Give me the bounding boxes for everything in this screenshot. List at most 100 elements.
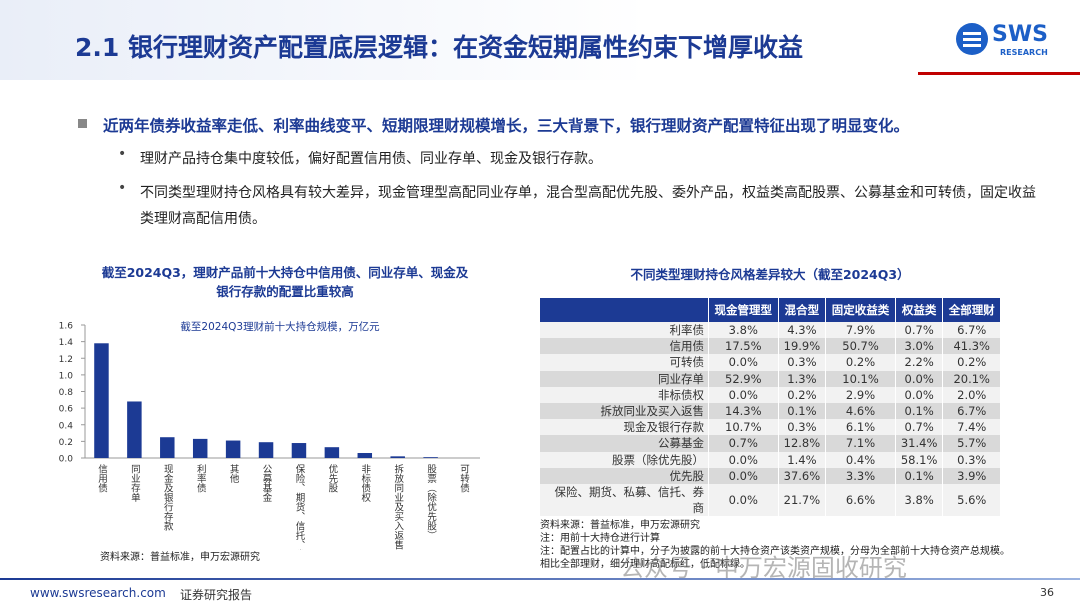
bar bbox=[127, 401, 142, 458]
chart-title: 截至2024Q3，理财产品前十大持仓中信用债、同业存单、现金及银行存款的配置比重… bbox=[101, 265, 469, 299]
note: 资料来源：普益标准，申万宏源研究 bbox=[540, 520, 700, 531]
header-row: 现金管理型 混合型 固定收益类 权益类 全部理财 bbox=[540, 298, 1000, 322]
value-cell: 0.0% bbox=[708, 467, 779, 484]
bullet-dot: • bbox=[118, 146, 127, 162]
value-cell: 0.1% bbox=[894, 402, 943, 420]
x-tick-label: 公募基金 bbox=[261, 464, 273, 502]
table-notes: 资料来源：普益标准，申万宏源研究 注：用前十大持仓进行计算 注：配置占比的计算中… bbox=[540, 519, 1010, 571]
bullet-dot: • bbox=[118, 180, 127, 196]
y-tick-label: 1.4 bbox=[59, 338, 74, 348]
bar bbox=[192, 438, 208, 458]
y-tick-label: 1.2 bbox=[59, 355, 73, 365]
value-cell: 0.7% bbox=[894, 419, 943, 436]
row-label: 优先股 bbox=[540, 467, 709, 484]
bar bbox=[324, 447, 340, 458]
bar bbox=[423, 457, 438, 458]
table-row: 优先股 0.0% 37.6% 3.3% 0.1% 3.9% bbox=[540, 467, 1000, 484]
table-row: 可转债 0.0% 0.3% 0.2% 2.2% 0.2% bbox=[540, 354, 1000, 371]
bar-chart: 截至2024Q3理财前十大持仓规模，万亿元 0.0 0.2 0.4 0.6 0.8 1.0 1… bbox=[59, 320, 480, 550]
table-row: 信用债 17.5% 19.9% 50.7% 3.0% 41.3% bbox=[540, 338, 1000, 355]
value-cell: 0.0% bbox=[894, 386, 943, 403]
table-row: 非标债权 0.0% 0.2% 2.9% 0.0% 2.0% bbox=[540, 386, 1000, 403]
value-cell: 7.9% bbox=[825, 322, 896, 339]
value-cell: 41.3% bbox=[942, 338, 1000, 355]
watermark: 公众号 · 申万宏源固收研究 bbox=[620, 554, 907, 582]
row-label: 可转债 bbox=[540, 354, 709, 371]
value-cell: 10.7% bbox=[708, 419, 779, 436]
value-cell: 2.9% bbox=[825, 386, 896, 403]
value-cell: 2.0% bbox=[942, 386, 1000, 403]
x-tick-label: 信用债 bbox=[96, 463, 108, 493]
value-cell: 6.7% bbox=[942, 322, 1000, 339]
bar bbox=[258, 442, 274, 458]
value-cell: 31.4% bbox=[894, 435, 943, 452]
row-label: 信用债 bbox=[540, 338, 709, 355]
logo-icon bbox=[956, 23, 988, 55]
value-cell: 0.7% bbox=[708, 435, 779, 452]
y-tick-label: 1.6 bbox=[59, 322, 74, 332]
corner-cell bbox=[540, 298, 709, 322]
value-cell: 0.0% bbox=[708, 451, 779, 468]
header-cell: 固定收益类 bbox=[825, 298, 896, 322]
value-cell: 3.8% bbox=[708, 322, 779, 339]
value-cell: 3.0% bbox=[894, 338, 943, 355]
table-row: 股票（除优先股） 0.0% 1.4% 0.4% 58.1% 0.3% bbox=[540, 451, 1000, 468]
value-cell: 0.0% bbox=[708, 354, 779, 371]
bar bbox=[160, 437, 175, 458]
sub-bullet: 理财产品持仓集中度较低，偏好配置信用债、同业存单、现金及银行存款。 bbox=[140, 151, 602, 167]
table-row: 现金及银行存款 10.7% 0.3% 6.1% 0.7% 7.4% bbox=[540, 419, 1000, 436]
accent bbox=[918, 72, 1080, 75]
value-cell: 0.2% bbox=[777, 386, 826, 403]
row-label: 公募基金 bbox=[540, 435, 709, 452]
value-cell: 7.4% bbox=[942, 419, 1000, 436]
value-cell: 0.3% bbox=[777, 419, 826, 436]
value-cell: 21.7% bbox=[777, 483, 826, 516]
value-cell: 5.6% bbox=[942, 483, 1000, 516]
row-label: 同业存单 bbox=[540, 370, 709, 387]
chart-subtitle: 截至2024Q3理财前十大持仓规模，万亿元 bbox=[180, 320, 380, 333]
row-label: 股票（除优先股） bbox=[540, 451, 709, 468]
sub-bullet: 不同类型理财持仓风格具有较大差异，现金管理型高配同业存单，混合型高配优先股、委外… bbox=[140, 185, 1036, 227]
bar bbox=[94, 343, 109, 458]
logo-text: SWS bbox=[992, 22, 1048, 47]
value-cell: 0.3% bbox=[777, 354, 826, 371]
table-row: 公募基金 0.7% 12.8% 7.1% 31.4% 5.7% bbox=[540, 435, 1000, 452]
y-tick-label: 1.0 bbox=[59, 371, 74, 381]
value-cell: 2.2% bbox=[894, 354, 943, 371]
value-cell: 19.9% bbox=[777, 338, 826, 355]
value-cell: 3.9% bbox=[942, 467, 1000, 484]
note: 注：用前十大持仓进行计算 bbox=[540, 533, 660, 544]
value-cell: 0.0% bbox=[708, 386, 779, 403]
bullet-square bbox=[78, 119, 87, 128]
bar bbox=[357, 453, 373, 458]
value-cell: 17.5% bbox=[708, 338, 779, 355]
chart-source: 资料来源：普益标准，申万宏源研究 bbox=[100, 552, 260, 563]
value-cell: 12.8% bbox=[777, 435, 826, 452]
bar bbox=[225, 440, 241, 458]
value-cell: 0.1% bbox=[777, 402, 826, 420]
logo-sub: RESEARCH bbox=[1000, 48, 1048, 57]
x-tick-label: 可转债 bbox=[458, 464, 470, 493]
value-cell: 0.3% bbox=[942, 451, 1000, 468]
row-label: 现金及银行存款 bbox=[540, 419, 709, 436]
y-tick-label: 0.8 bbox=[59, 388, 74, 398]
x-tick-label: 股票（除优先股） bbox=[425, 464, 437, 540]
value-cell: 50.7% bbox=[825, 338, 896, 355]
page-number: 36 bbox=[1040, 586, 1054, 599]
header-cell: 现金管理型 bbox=[708, 298, 779, 322]
value-cell: 6.7% bbox=[942, 402, 1000, 420]
value-cell: 5.7% bbox=[942, 435, 1000, 452]
value-cell: 1.3% bbox=[777, 370, 826, 387]
table-row: 同业存单 52.9% 1.3% 10.1% 0.0% 20.1% bbox=[540, 370, 1000, 387]
value-cell: 0.7% bbox=[894, 322, 943, 339]
table-row: 利率债 3.8% 4.3% 7.9% 0.7% 6.7% bbox=[540, 322, 1000, 339]
y-tick-label: 0.2 bbox=[59, 438, 73, 448]
y-tick-label: 0.4 bbox=[59, 421, 74, 431]
footer-label: 证券研究报告 bbox=[180, 588, 253, 602]
value-cell: 4.3% bbox=[777, 322, 826, 339]
row-label: 拆放同业及买入返售 bbox=[540, 402, 709, 420]
value-cell: 0.4% bbox=[825, 451, 896, 468]
note: 注：配置占比的计算中，分子为披露的前十大持仓资产该类资产规模，分母为全部前十大持… bbox=[540, 546, 1010, 570]
value-cell: 20.1% bbox=[942, 370, 1000, 387]
